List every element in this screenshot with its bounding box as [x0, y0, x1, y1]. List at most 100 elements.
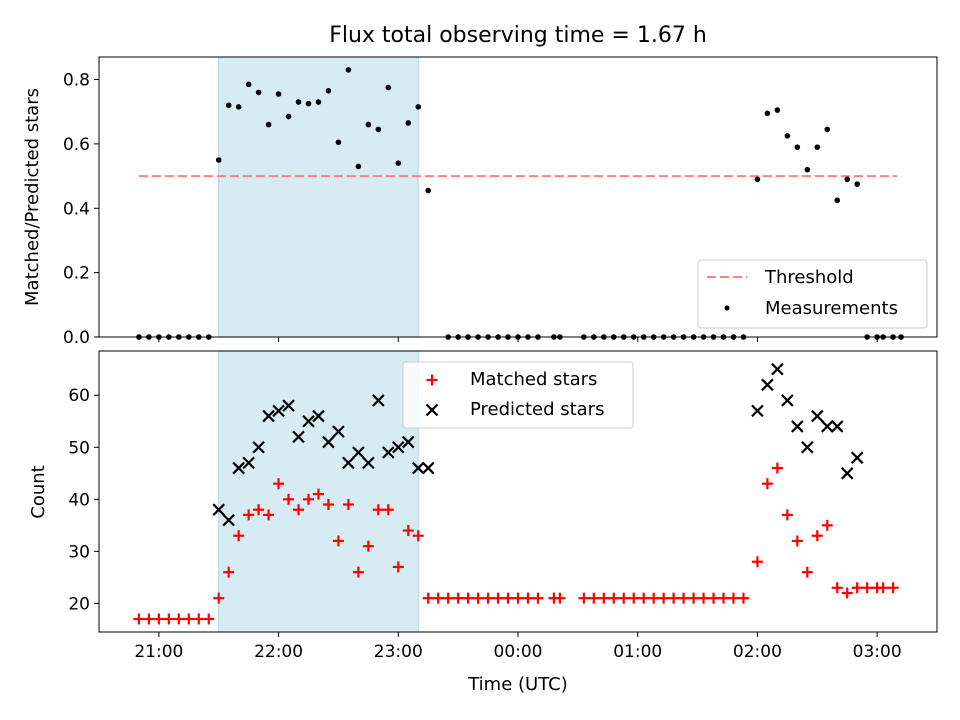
predicted-point-b [222, 513, 235, 527]
predicted-point [262, 409, 275, 423]
predicted-point [781, 394, 794, 407]
bottom-y-tick-label: 50 [68, 438, 90, 458]
matched-point [243, 509, 255, 521]
measurement-point [265, 121, 272, 128]
predicted-point-b [811, 409, 824, 423]
legend-measurements-swatch [724, 305, 730, 311]
predicted-series [212, 362, 864, 527]
matched-point [263, 509, 275, 521]
measurement-point [215, 157, 222, 163]
measurement-point [305, 100, 312, 107]
x-tick-label: 02:00 [733, 642, 782, 662]
bottom-y-tick-label: 60 [68, 386, 90, 406]
matched-point [628, 592, 640, 604]
matched-point [771, 462, 783, 474]
predicted-point-b [242, 456, 255, 470]
measurement-point [355, 163, 362, 170]
matched-point [698, 592, 710, 604]
measurement-point [774, 107, 781, 113]
matched-point [831, 582, 843, 594]
predicted-point-b [272, 404, 285, 418]
matched-point [422, 592, 434, 604]
bottom-y-axis: 20 30 40 50 60 [68, 386, 99, 614]
matched-point [412, 530, 424, 542]
bottom-plot-frame [98, 350, 938, 633]
top-panel: 0.00.20.40.60.8 Matched/Predicted stars … [22, 56, 938, 348]
matched-point [203, 613, 215, 625]
matched-point [432, 592, 444, 604]
legend-measurements-label: Measurements [765, 298, 898, 319]
matched-point [618, 592, 630, 604]
matched-point [678, 592, 690, 604]
predicted-point [820, 420, 834, 433]
predicted-point-b [840, 467, 854, 480]
measurement-point [794, 144, 801, 150]
matched-point [482, 592, 494, 604]
predicted-point-b [232, 461, 245, 475]
measurement-point [814, 144, 821, 150]
predicted-point [222, 513, 235, 527]
matched-point [283, 493, 295, 505]
matched-point [362, 540, 374, 552]
measurement-point [784, 133, 791, 139]
measurement-point [275, 91, 282, 97]
predicted-point-b [392, 440, 405, 454]
matched-point [442, 592, 454, 604]
legend-predicted-marker [425, 403, 439, 417]
matched-point [877, 582, 889, 594]
matched-point [223, 566, 235, 578]
measurement-point [225, 102, 232, 109]
measurement-point [365, 121, 372, 128]
predicted-point [421, 461, 435, 475]
predicted-point-b [820, 420, 834, 433]
predicted-point-b [252, 440, 265, 454]
predicted-point [242, 456, 255, 470]
matched-point [312, 488, 324, 500]
matched-point [213, 592, 225, 604]
legend-matched-marker [426, 374, 438, 386]
matched-point [303, 493, 314, 505]
predicted-point [342, 456, 355, 470]
measurement-point [255, 89, 262, 96]
matched-point [811, 530, 823, 542]
legend-predicted-label: Predicted stars [470, 399, 604, 420]
matched-point [727, 592, 739, 604]
predicted-point [840, 467, 854, 480]
predicted-point-b [781, 394, 794, 407]
matched-point [638, 592, 650, 604]
predicted-point [292, 430, 305, 444]
x-tick-label: 21:00 [134, 642, 183, 662]
measurement-point [405, 120, 412, 126]
predicted-point-b [771, 362, 784, 376]
x-tick-label: 23:00 [374, 642, 423, 662]
matched-point [781, 509, 793, 521]
predicted-point [212, 503, 225, 516]
predicted-point-b [372, 394, 385, 407]
predicted-point-b [212, 503, 225, 516]
matched-point [658, 592, 670, 604]
measurement-point [245, 81, 252, 88]
legend-predicted-swatch [425, 403, 439, 417]
matched-point [382, 504, 394, 516]
top-y-axis-label: Matched/Predicted stars [22, 88, 43, 306]
matched-point [293, 504, 305, 516]
measurement-point [235, 104, 242, 110]
predicted-point [362, 456, 375, 470]
matched-point [648, 592, 660, 604]
legend-predicted-marker-b [425, 403, 439, 417]
predicted-point-b [850, 451, 864, 464]
top-y-axis: 0.0 0.2 0.4 0.6 0.8 [63, 71, 99, 348]
predicted-point [272, 404, 285, 418]
x-tick-label: 01:00 [613, 642, 662, 662]
measurement-point [325, 87, 332, 94]
matched-point [887, 582, 899, 594]
measurement-point [375, 126, 382, 133]
matched-point [193, 613, 205, 625]
predicted-point [382, 446, 395, 459]
measurement-point [335, 139, 342, 146]
matched-point [761, 478, 773, 490]
measurement-point [345, 67, 352, 73]
matched-point [522, 592, 534, 604]
